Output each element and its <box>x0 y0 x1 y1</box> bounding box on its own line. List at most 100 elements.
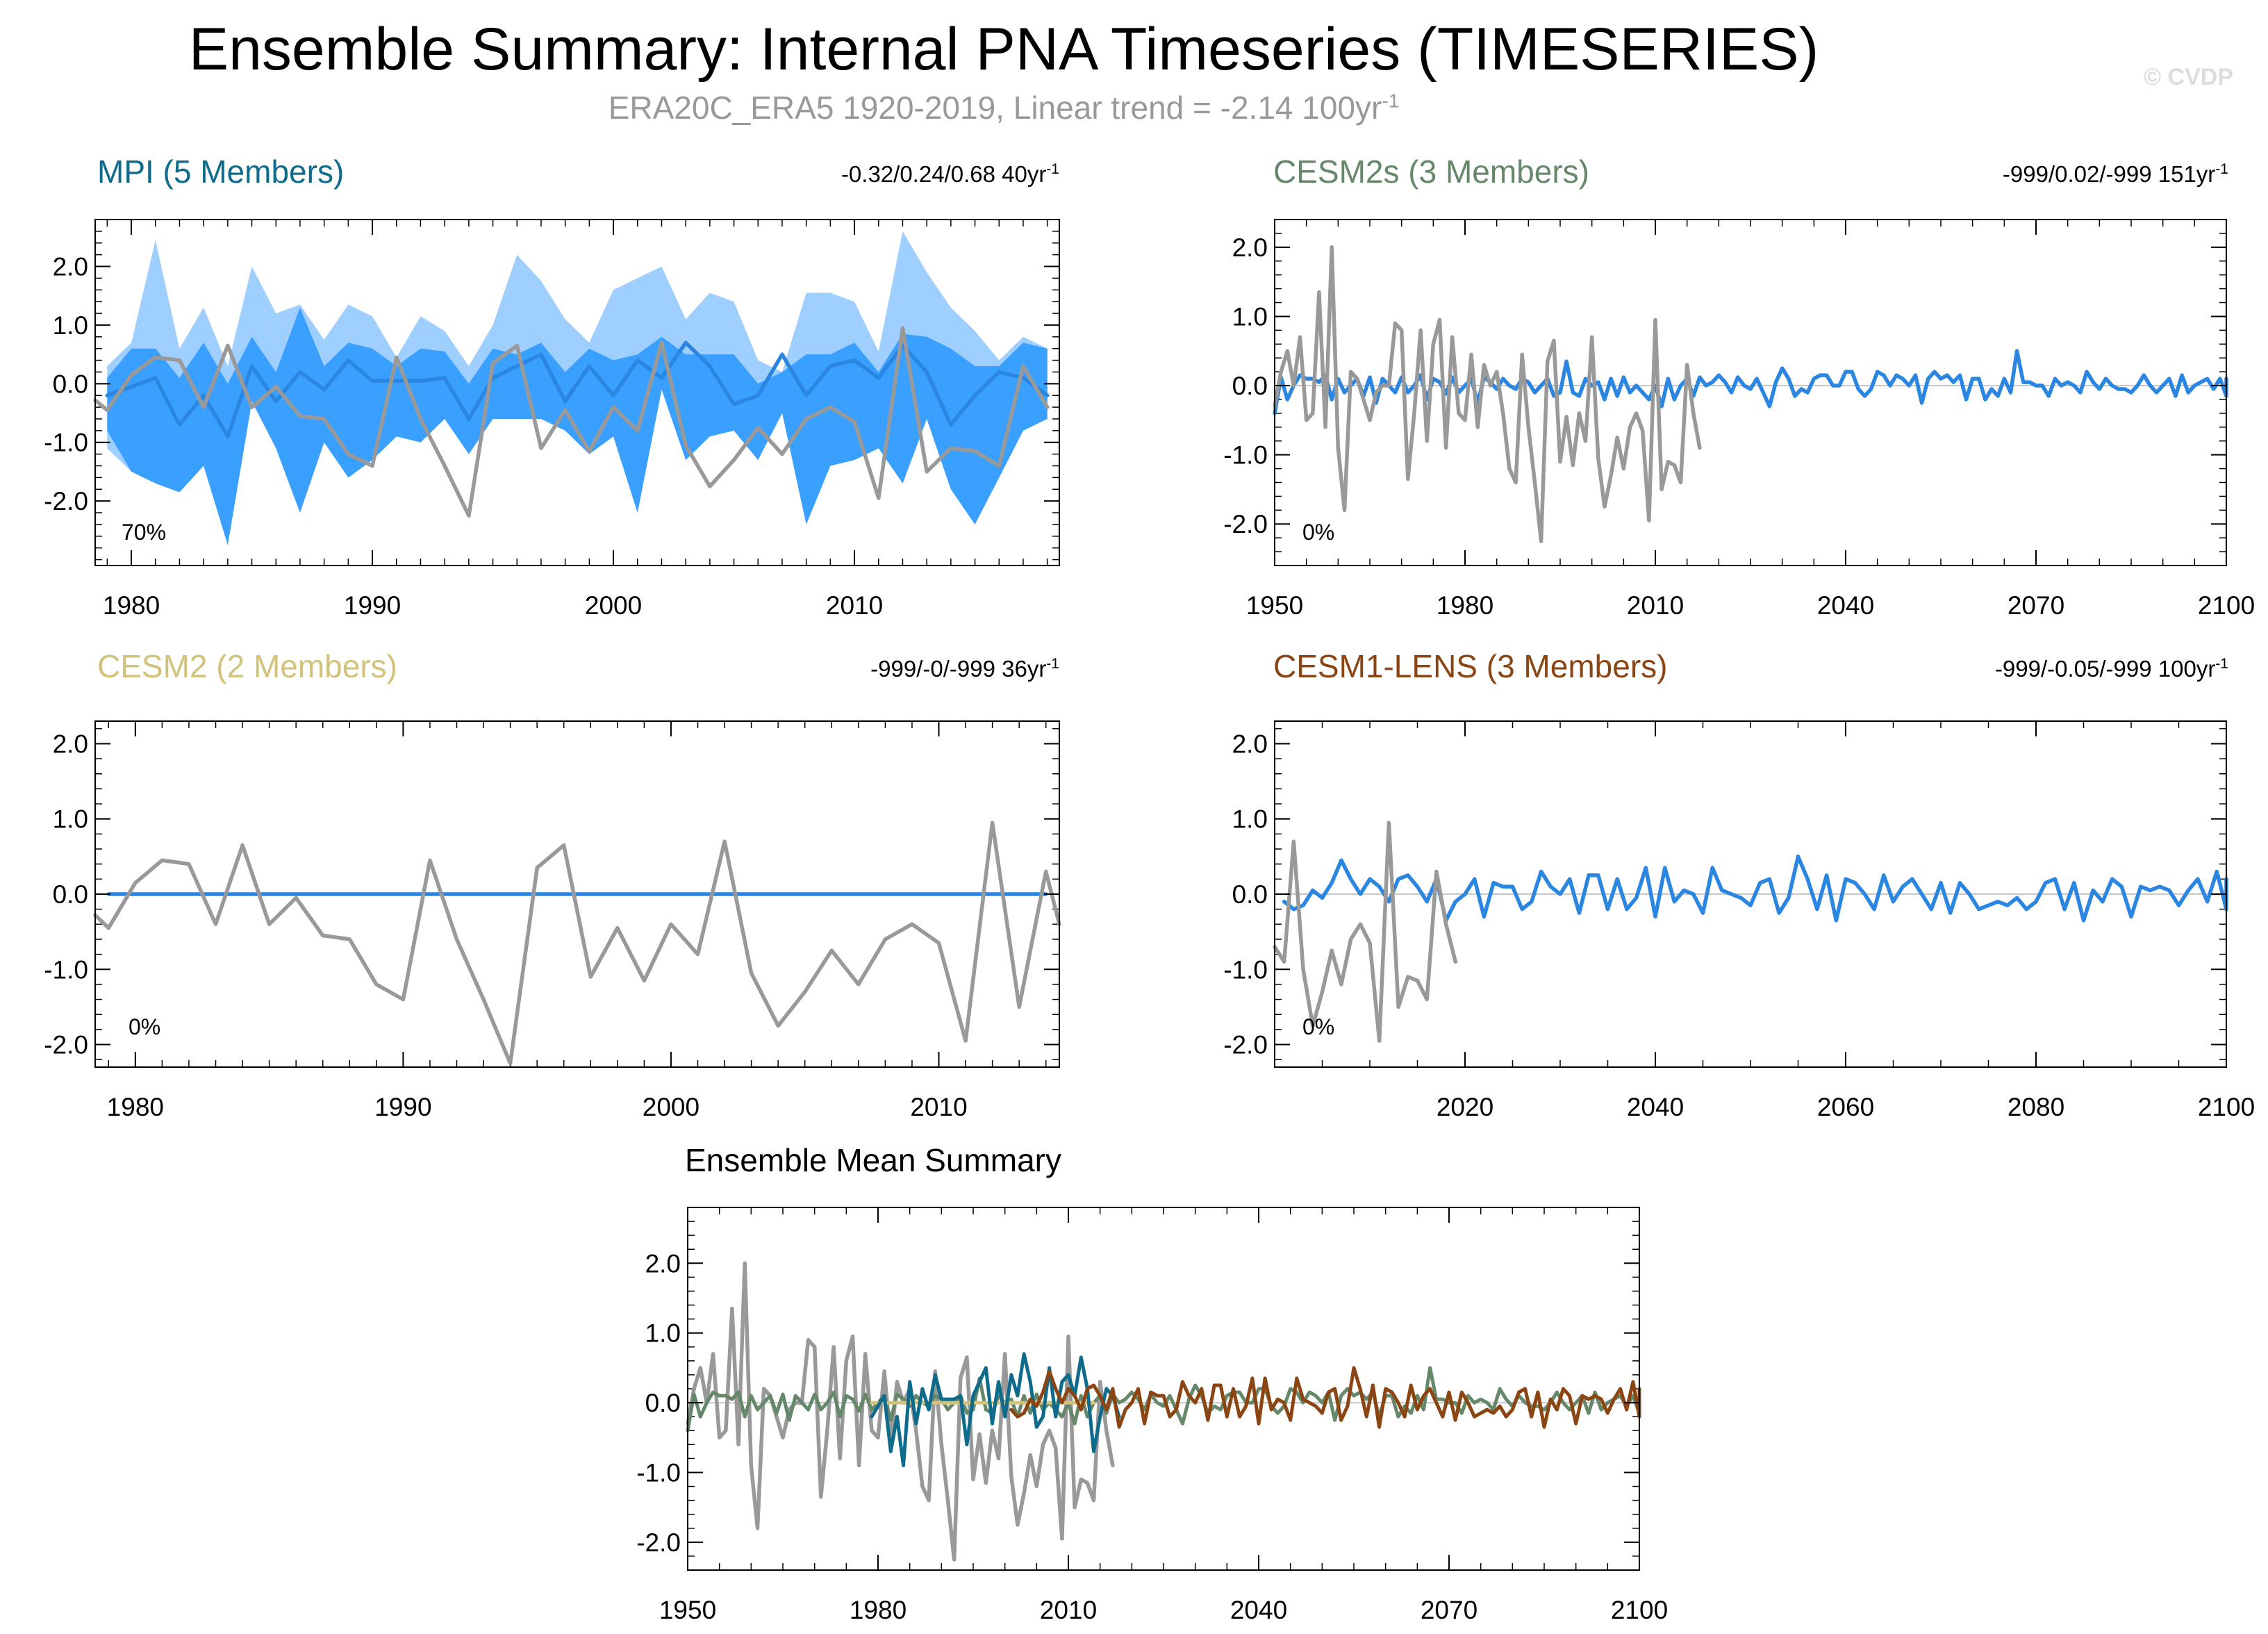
panel-cesm2-ytick-label: 2.0 <box>53 729 88 758</box>
panel-cesm2s-ytick-label: 0.0 <box>1232 372 1268 400</box>
panel-cesm2s-stat-text: -999/0.02/-999 151yr <box>2002 161 2216 187</box>
panel-cesm1-chart: -2.0 -1.0 0.0 1.0 2.0 2020 2040 2060 2080 2100 0% <box>1223 720 2255 1121</box>
panel-mpi-stat-text: -0.32/0.24/0.68 40yr <box>841 161 1047 187</box>
panel-cesm2s-ytick-label: 2.0 <box>1232 233 1268 262</box>
panel-cesm2-stat-exp: -1 <box>1046 656 1059 672</box>
watermark: © CVDP <box>2144 64 2233 90</box>
panel-cesm2s-ytick-label: 1.0 <box>1232 302 1268 331</box>
panel-cesm1-stat-text: -999/-0.05/-999 100yr <box>1994 656 2216 682</box>
panel-cesm2s-major-ticks <box>1274 220 2227 566</box>
panel-cesm2s-xtick-label: 2070 <box>2008 591 2064 620</box>
panel-cesm2s-ytick-label: -2.0 <box>1223 510 1268 538</box>
panel-summary-ytick-label: 1.0 <box>645 1319 681 1348</box>
panel-summary-frame <box>687 1207 1640 1571</box>
panel-cesm2-ytick-label: -2.0 <box>44 1031 88 1059</box>
panel-summary-ytick-label: 0.0 <box>645 1389 681 1417</box>
panel-cesm2-xtick-label: 2000 <box>643 1093 700 1121</box>
panel-cesm1-ytick-label: 2.0 <box>1232 729 1268 758</box>
panel-summary-xtick-label: 2010 <box>1040 1596 1097 1624</box>
panel-cesm2s-xtick-label: 2040 <box>1817 591 1874 620</box>
panel-summary-chart: -2.0 -1.0 0.0 1.0 2.0 1950 1980 2010 2040 2070 210… <box>636 1207 1668 1624</box>
panel-cesm2s-xtick-label: 1980 <box>1437 591 1493 620</box>
panel-mpi-chart: -2.0 -1.0 0.0 1.0 2.0 1980 1990 2000 2010 70% <box>44 219 1060 620</box>
panel-mpi-series-ens <box>105 340 1050 439</box>
panel-summary-xtick-label: 1980 <box>850 1596 907 1624</box>
panel-cesm2-series-obs <box>93 820 1061 1066</box>
panel-cesm1-xtick-label: 2020 <box>1437 1093 1493 1121</box>
panel-mpi-xtick-label: 1990 <box>344 591 401 620</box>
panel-mpi-ytick-label: 1.0 <box>53 311 88 340</box>
panel-cesm2-ytick-label: -1.0 <box>44 955 88 984</box>
panel-mpi-xtick-label: 2010 <box>826 591 883 620</box>
panel-summary-title: Ensemble Mean Summary <box>685 1142 1061 1178</box>
panel-summary-series-mpi <box>870 1352 1121 1467</box>
panel-cesm2s-chart: -2.0 -1.0 0.0 1.0 2.0 1950 1980 2010 2040 2070 210… <box>1223 219 2255 620</box>
panel-cesm2s-series-ens <box>1273 349 2228 415</box>
panel-cesm1-ytick-label: 1.0 <box>1232 805 1268 834</box>
panel-mpi-major-ticks <box>95 220 1059 566</box>
panel-cesm1-stat: -999/-0.05/-999 100yr-1 <box>1995 656 2228 682</box>
figure-title: Ensemble Summary: Internal PNA Timeserie… <box>188 16 1819 83</box>
panel-summary-series-cesm2s <box>686 1366 1641 1433</box>
panel-cesm2s-pct-label: 0% <box>1302 520 1334 545</box>
panel-cesm1-series-ens <box>1282 855 2228 923</box>
panel-cesm1-major-ticks <box>1275 721 2227 1067</box>
panel-mpi-xtick-label: 2000 <box>585 591 642 620</box>
panel-summary-ytick-label: -2.0 <box>636 1528 681 1557</box>
panel-cesm1-pct-label: 0% <box>1302 1014 1334 1039</box>
panel-cesm1-stat-exp: -1 <box>2215 656 2228 672</box>
panel-cesm2-major-ticks <box>95 721 1059 1067</box>
panel-cesm1-xtick-label: 2060 <box>1817 1093 1874 1121</box>
panel-mpi-pct-label: 70% <box>122 520 166 545</box>
panel-cesm2-pct-label: 0% <box>129 1014 160 1039</box>
panel-mpi-ytick-label: 0.0 <box>53 370 88 398</box>
panel-mpi-stat: -0.32/0.24/0.68 40yr-1 <box>841 161 1059 188</box>
panel-summary-xtick-label: 2070 <box>1421 1596 1477 1624</box>
panel-cesm2s-xtick-label: 2100 <box>2198 591 2255 620</box>
panel-cesm2-ytick-label: 1.0 <box>53 805 88 834</box>
panel-cesm2-xtick-label: 2010 <box>910 1093 967 1121</box>
panel-cesm2-title: CESM2 (2 Members) <box>97 648 397 684</box>
panel-cesm2-stat-text: -999/-0/-999 36yr <box>870 656 1047 682</box>
panel-summary-xtick-label: 1950 <box>659 1596 716 1624</box>
panel-cesm2s-xtick-label: 1950 <box>1246 591 1303 620</box>
panel-cesm1-series-obs <box>1273 820 1458 1043</box>
panel-cesm2s-series-obs <box>1273 245 1702 543</box>
panel-mpi-series-obs <box>93 326 1050 518</box>
panel-cesm1-title: CESM1-LENS (3 Members) <box>1273 648 1668 684</box>
panel-mpi-frame <box>94 219 1060 566</box>
panel-cesm2-stat: -999/-0/-999 36yr-1 <box>870 656 1059 682</box>
panel-mpi-stat-exp: -1 <box>1046 161 1059 177</box>
panel-cesm2s-stat: -999/0.02/-999 151yr-1 <box>2003 161 2228 188</box>
panel-summary-major-ticks <box>687 1207 1640 1570</box>
panel-mpi-ytick-label: -2.0 <box>44 487 88 515</box>
panel-cesm2-chart: -2.0 -1.0 0.0 1.0 2.0 1980 1990 2000 2010 0% <box>44 720 1061 1121</box>
panel-cesm2-ytick-label: 0.0 <box>53 880 88 909</box>
panel-mpi-ytick-label: 2.0 <box>53 253 88 281</box>
panel-summary-series-obs <box>686 1261 1115 1562</box>
panel-cesm2s-stat-exp: -1 <box>2215 161 2228 177</box>
panel-cesm1-xtick-label: 2080 <box>2008 1093 2064 1121</box>
panel-mpi-ytick-label: -1.0 <box>44 429 88 457</box>
panel-mpi-title: MPI (5 Members) <box>97 154 345 190</box>
panel-summary-ytick-label: 2.0 <box>645 1249 681 1278</box>
panel-cesm1-ytick-label: -1.0 <box>1223 955 1268 984</box>
figure-subtitle-text: ERA20C_ERA5 1920-2019, Linear trend = -2… <box>608 90 1382 126</box>
panel-cesm2s-title: CESM2s (3 Members) <box>1273 154 1589 190</box>
panel-mpi-xtick-label: 1980 <box>103 591 160 620</box>
panel-cesm2-xtick-label: 1980 <box>107 1093 164 1121</box>
panel-cesm2s-xtick-label: 2010 <box>1627 591 1684 620</box>
figure-subtitle: ERA20C_ERA5 1920-2019, Linear trend = -2… <box>0 89 2008 126</box>
panel-summary-xtick-label: 2040 <box>1230 1596 1287 1624</box>
panel-cesm2-xtick-label: 1990 <box>374 1093 431 1121</box>
panel-cesm2s-frame <box>1274 219 2227 566</box>
panel-cesm1-ytick-label: -2.0 <box>1223 1031 1268 1059</box>
panel-cesm1-xtick-label: 2040 <box>1627 1093 1684 1121</box>
panel-summary-xtick-label: 2100 <box>1611 1596 1668 1624</box>
panel-cesm1-xtick-label: 2100 <box>2198 1093 2255 1121</box>
panel-cesm2s-ytick-label: -1.0 <box>1223 441 1268 470</box>
panel-summary-ytick-label: -1.0 <box>636 1458 681 1487</box>
figure-subtitle-exponent: -1 <box>1382 90 1400 112</box>
panel-cesm1-ytick-label: 0.0 <box>1232 880 1268 909</box>
panel-summary-series-cesm1 <box>1009 1366 1641 1429</box>
